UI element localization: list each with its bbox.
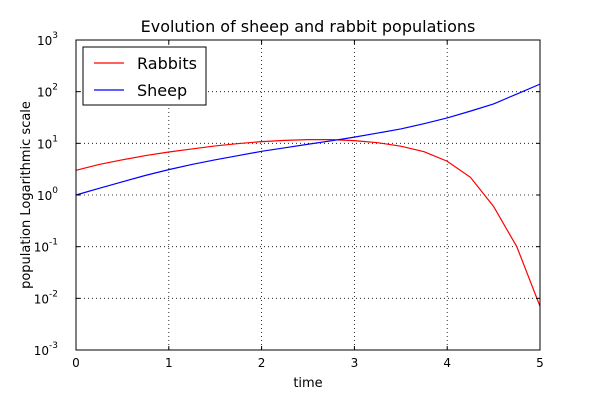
grid	[76, 40, 540, 350]
y-tick-label: 10-1	[34, 238, 58, 255]
series-line-sheep	[75, 83, 541, 196]
x-tick-label: 4	[443, 356, 451, 370]
series-line-rabbits	[75, 139, 541, 307]
ticks	[75, 39, 541, 351]
legend-box	[82, 46, 207, 106]
x-tick-label: 3	[351, 356, 359, 370]
legend-label-rabbits: Rabbits	[137, 54, 197, 73]
y-tick-label: 100	[37, 186, 58, 203]
y-tick-label: 10-2	[34, 289, 58, 306]
x-tick-label: 0	[72, 356, 80, 370]
chart-title: Evolution of sheep and rabbit population…	[141, 17, 476, 36]
y-tick-label: 10-3	[34, 341, 58, 358]
x-tick-label: 5	[536, 356, 544, 370]
x-tick-labels: 0 1 2 3 4 5	[72, 356, 544, 370]
y-tick-label: 102	[37, 83, 58, 100]
x-tick-label: 1	[165, 356, 173, 370]
x-axis-label: time	[293, 376, 322, 391]
y-tick-label: 101	[37, 134, 58, 151]
y-tick-label: 103	[37, 31, 58, 48]
x-tick-label: 2	[258, 356, 266, 370]
series-layer	[75, 83, 541, 307]
legend-label-sheep: Sheep	[137, 81, 187, 100]
legend: Rabbits Sheep	[82, 46, 207, 106]
y-tick-labels: 10-3 10-2 10-1 100 101 102 103	[34, 31, 59, 358]
y-axis-label: population Logarithmic scale	[19, 101, 34, 289]
